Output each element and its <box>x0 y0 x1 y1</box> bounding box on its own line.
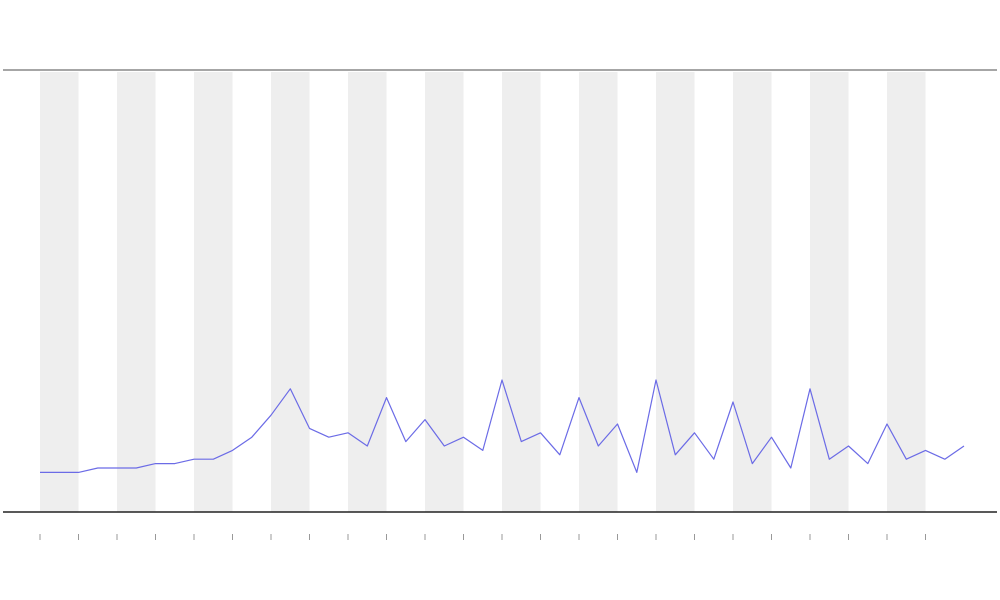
data-line <box>40 379 965 473</box>
shaded-band <box>579 72 618 512</box>
shaded-band <box>348 72 387 512</box>
shaded-band <box>40 72 79 512</box>
shaded-band <box>656 72 695 512</box>
shaded-band <box>733 72 772 512</box>
shaded-band <box>425 72 464 512</box>
shaded-band <box>810 72 849 512</box>
shaded-band <box>271 72 310 512</box>
shaded-band <box>117 72 156 512</box>
shaded-band <box>502 72 541 512</box>
shaded-band <box>194 72 233 512</box>
shaded-band <box>887 72 926 512</box>
